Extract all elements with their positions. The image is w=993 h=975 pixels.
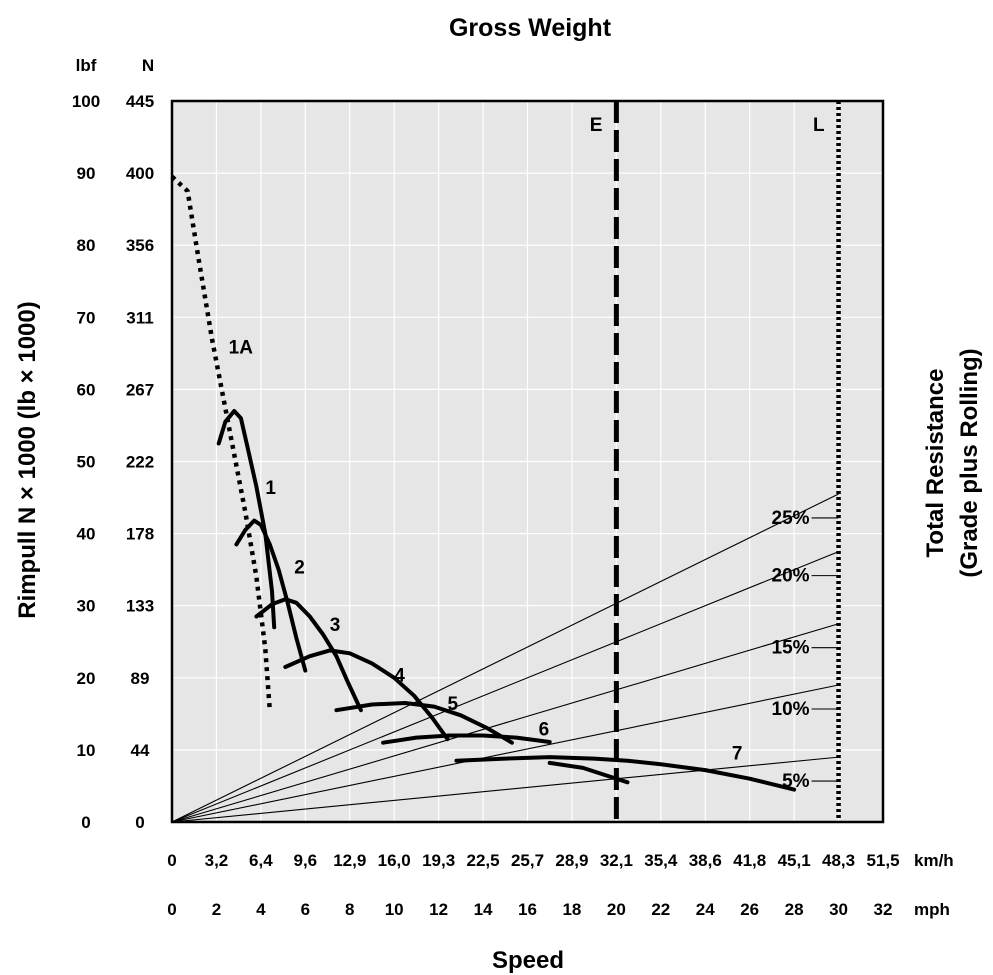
gear-label: 3: [330, 615, 341, 636]
gear-label: 6: [539, 719, 550, 740]
y-tick-label-lbf: 30: [77, 597, 96, 616]
y-tick-label-n: 267: [126, 380, 154, 399]
x-tick-label-kmh: 3,2: [205, 851, 229, 870]
x-tick-label-mph: 20: [607, 900, 626, 919]
rimpull-curve: [334, 701, 514, 745]
x-tick-label-mph: 12: [429, 900, 448, 919]
x-tick-label-kmh: 35,4: [644, 851, 678, 870]
x-tick-label-mph: 24: [696, 900, 715, 919]
grade-line: [171, 551, 839, 823]
x-tick-label-mph: 0: [167, 900, 176, 919]
x-tick-label-mph: 8: [345, 900, 354, 919]
x-tick-label-mph: 18: [562, 900, 581, 919]
y-unit-lbf: lbf: [76, 56, 97, 75]
x-tick-label-kmh: 45,1: [778, 851, 811, 870]
x-tick-label-kmh: 25,7: [511, 851, 544, 870]
gear-label: 2: [294, 557, 305, 578]
x-tick-label-mph: 2: [212, 900, 221, 919]
y-tick-label-lbf: 70: [77, 308, 96, 327]
y-tick-label-lbf: 90: [77, 164, 96, 183]
y-tick-label-lbf: 80: [77, 236, 96, 255]
x-tick-label-kmh: 38,6: [689, 851, 722, 870]
plot-border: [170, 99, 885, 824]
x-tick-label-kmh: 9,6: [293, 851, 317, 870]
y-tick-label-n: 356: [126, 236, 154, 255]
x-tick-label-mph: 10: [385, 900, 404, 919]
grade-label: 15%: [772, 638, 810, 659]
x-unit-kmh: km/h: [914, 851, 954, 870]
y-tick-label-n: 44: [131, 741, 150, 760]
y-tick-label-lbf: 50: [77, 453, 96, 472]
grade-label: 25%: [772, 508, 810, 529]
x-tick-label-kmh: 19,3: [422, 851, 455, 870]
y-tick-label-lbf: 0: [81, 813, 90, 832]
chart-title: Gross Weight: [449, 14, 612, 42]
y-tick-label-n: 133: [126, 597, 154, 616]
rimpull-curve: [254, 597, 363, 713]
gear-label: 1A: [229, 337, 254, 358]
x-tick-label-mph: 22: [651, 900, 670, 919]
x-tick-label-mph: 30: [829, 900, 848, 919]
rimpull-curve: [454, 755, 797, 792]
vertical-marker-label: E: [590, 115, 603, 136]
y-tick-label-lbf: 10: [77, 741, 96, 760]
y-tick-label-n: 445: [126, 92, 154, 111]
y2-axis-title-line2: (Grade plus Rolling): [956, 348, 983, 577]
y-tick-label-n: 178: [126, 525, 154, 544]
rimpull-curve: [234, 518, 308, 673]
x-tick-label-mph: 28: [785, 900, 804, 919]
x-tick-label-kmh: 41,8: [733, 851, 766, 870]
y-tick-label-n: 89: [131, 669, 150, 688]
gear-labels: 1A 1 2 3 4 5 6 7: [229, 337, 743, 764]
rimpull-curve: [170, 175, 273, 711]
y-tick-label-n: 0: [135, 813, 144, 832]
x-tick-label-kmh: 28,9: [555, 851, 588, 870]
x-tick-label-mph: 32: [874, 900, 893, 919]
x-tick-label-mph: 16: [518, 900, 537, 919]
grade-label: 20%: [772, 566, 810, 587]
y-tick-label-n: 222: [126, 453, 154, 472]
grade-label: 10%: [772, 699, 810, 720]
y-tick-label-n: 400: [126, 164, 154, 183]
x-tick-label-kmh: 16,0: [378, 851, 411, 870]
y-unit-n: N: [142, 56, 154, 75]
rimpull-curve: [547, 760, 630, 785]
gear-label: 5: [448, 694, 459, 715]
x-tick-label-mph: 6: [301, 900, 310, 919]
y2-axis-title-line1: Total Resistance: [922, 369, 949, 558]
tick-labels: 0 2 4 6 8 10 12 14 16 18 20 22 24 26 28 30 320 3,2 6,4 9,6 1…: [72, 92, 900, 919]
gear-label: 7: [732, 743, 743, 764]
x-axis-title: Speed: [492, 947, 564, 974]
x-tick-label-kmh: 0: [167, 851, 176, 870]
gear-label: 4: [394, 665, 405, 686]
rimpull-curve: [283, 648, 450, 742]
y-tick-label-n: 311: [126, 308, 153, 327]
x-tick-label-kmh: 48,3: [822, 851, 855, 870]
rimpull-curve: [216, 409, 277, 630]
y-tick-label-lbf: 40: [77, 525, 96, 544]
grade-line: [171, 623, 839, 823]
rimpull-curve: [381, 733, 552, 745]
x-tick-label-kmh: 51,5: [866, 851, 899, 870]
vertical-marker-label: L: [813, 115, 825, 136]
gear-label: 1: [265, 478, 276, 499]
x-tick-label-kmh: 22,5: [467, 851, 500, 870]
x-tick-label-mph: 26: [740, 900, 759, 919]
x-unit-mph: mph: [914, 900, 950, 919]
y-tick-label-lbf: 60: [77, 380, 96, 399]
grade-line: [171, 684, 839, 823]
x-tick-label-kmh: 32,1: [600, 851, 633, 870]
y-tick-label-lbf: 20: [77, 669, 96, 688]
y-tick-label-lbf: 100: [72, 92, 100, 111]
x-tick-label-mph: 14: [474, 900, 493, 919]
x-tick-label-kmh: 12,9: [333, 851, 366, 870]
y-axis-title: Rimpull N × 1000 (lb × 1000): [14, 301, 41, 618]
grade-line: [171, 756, 839, 823]
x-tick-label-kmh: 6,4: [249, 851, 273, 870]
series-lines: [170, 175, 797, 792]
grade-line: [171, 493, 839, 823]
x-tick-label-mph: 4: [256, 900, 266, 919]
